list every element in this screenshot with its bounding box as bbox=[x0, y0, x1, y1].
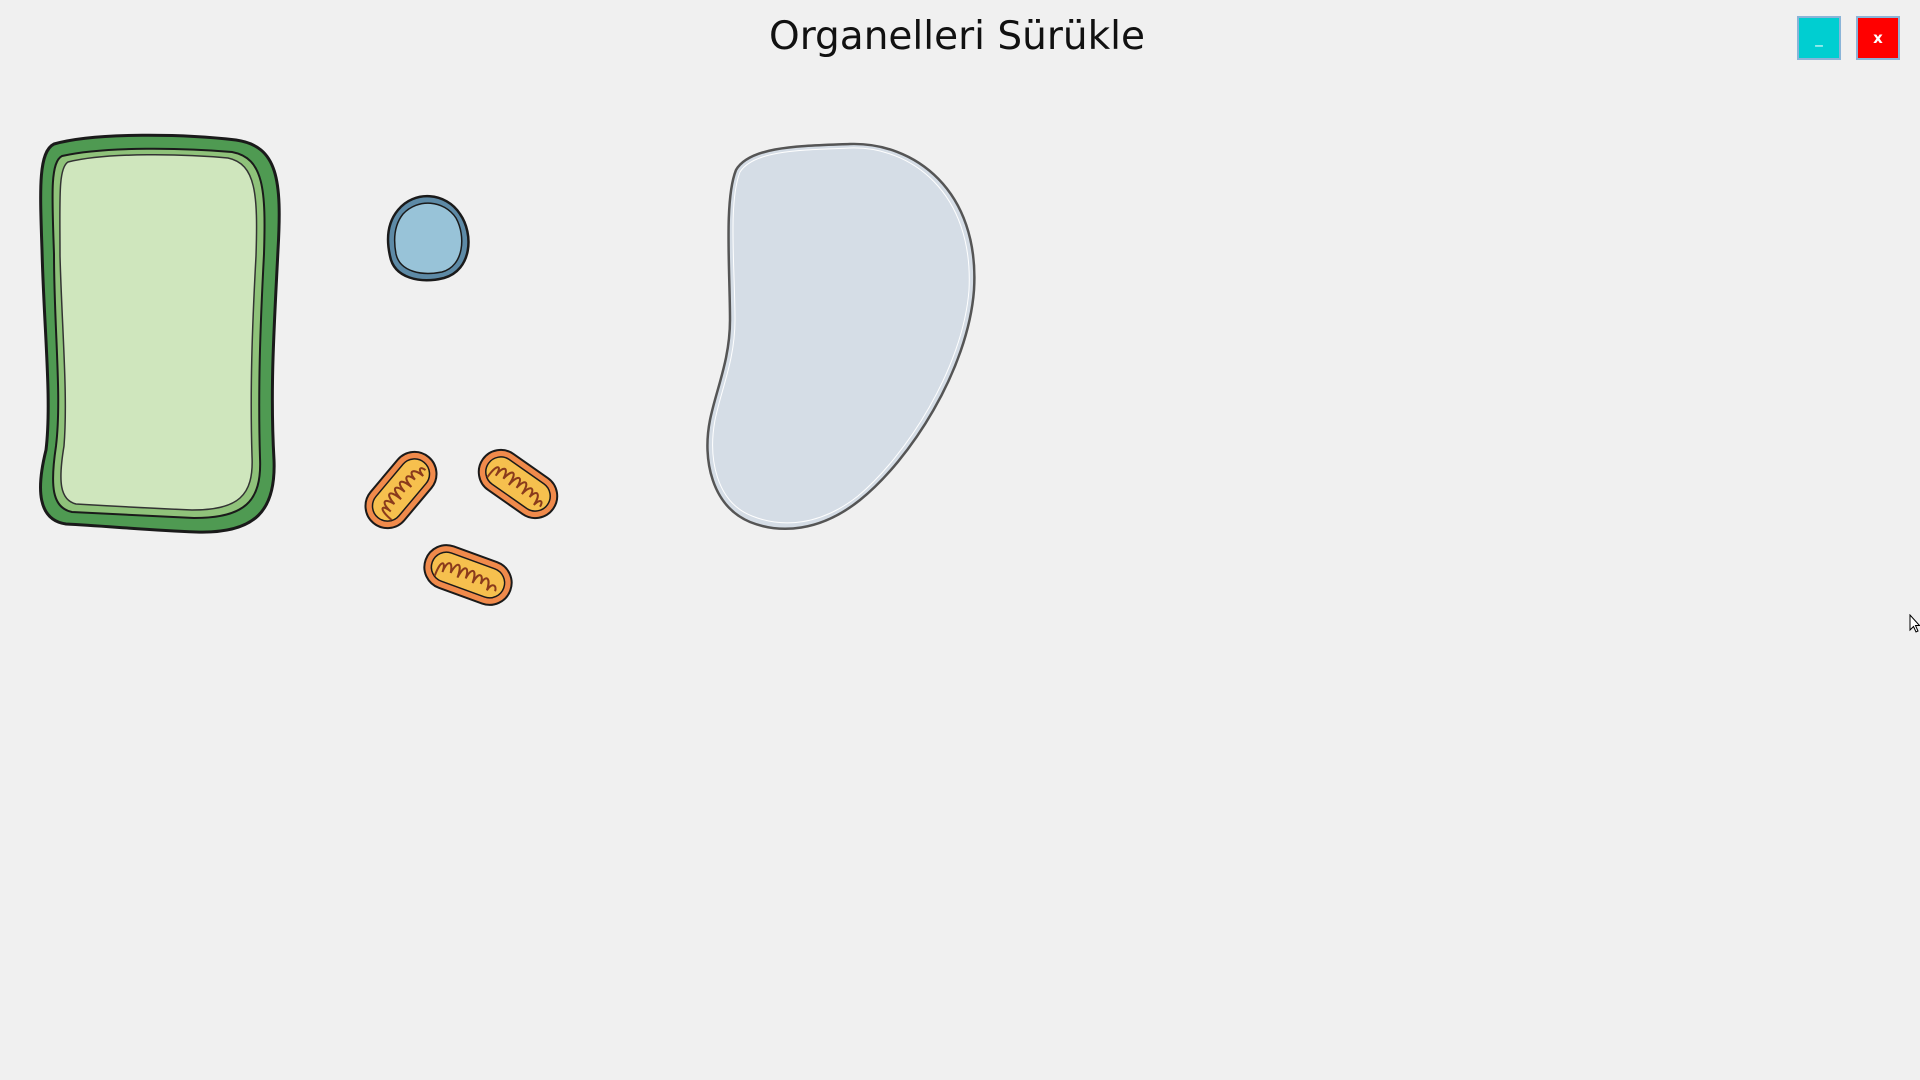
mouse-cursor-icon bbox=[1909, 614, 1920, 633]
mitochondrion-icon[interactable] bbox=[472, 442, 564, 526]
nucleus-icon[interactable] bbox=[386, 190, 476, 282]
minimize-button[interactable]: _ bbox=[1797, 16, 1841, 60]
mitochondrion-icon[interactable] bbox=[418, 536, 518, 614]
plant-cell-wall-icon[interactable] bbox=[36, 130, 286, 536]
page-title: Organelleri Sürükle bbox=[769, 14, 1145, 59]
vacuole-icon[interactable] bbox=[700, 140, 980, 536]
close-button[interactable]: x bbox=[1856, 16, 1900, 60]
mitochondrion-icon[interactable] bbox=[356, 444, 446, 536]
